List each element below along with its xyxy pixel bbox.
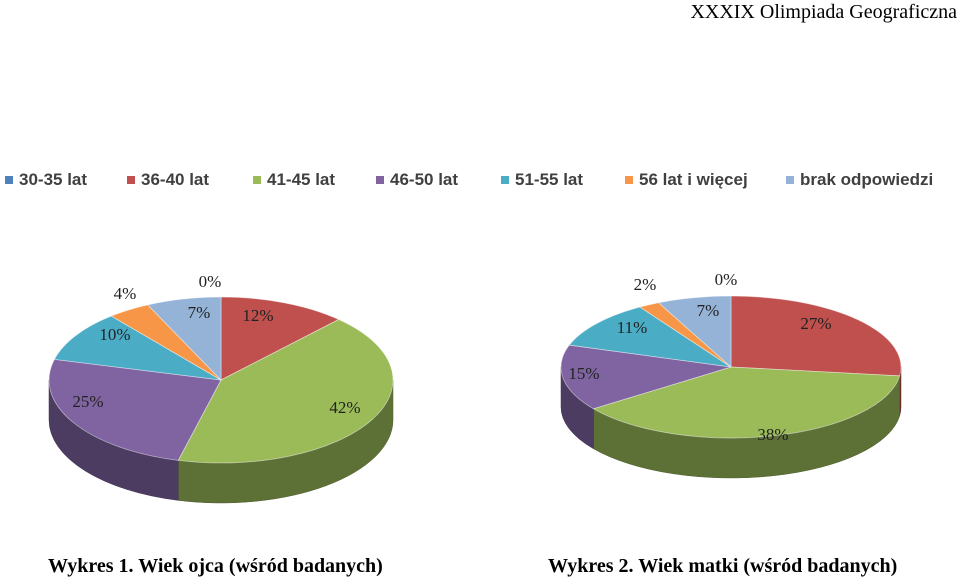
data-label-51-55-lat: 11% — [617, 318, 648, 337]
legend-label: 51-55 lat — [515, 170, 584, 189]
legend-label: 46-50 lat — [390, 170, 459, 189]
pie-slice-brak-odpowiedzi — [657, 295, 732, 368]
legend-swatch — [625, 176, 633, 184]
pie-slice-41-45-lat — [177, 319, 394, 464]
pie-chart-father-age: 0% 12% 42% 25% 10% 4% 7% — [48, 272, 394, 504]
pie-slice-36-40-lat — [220, 296, 340, 381]
legend-label: 36-40 lat — [141, 170, 210, 189]
pie-slice-46-50-lat — [48, 358, 222, 461]
chart-caption-mother: Wykres 2. Wiek matki (wśród badanych) — [548, 555, 898, 577]
legend-item-36-40: 36-40 lat — [127, 170, 209, 190]
legend-label: 56 lat i więcej — [639, 170, 748, 189]
legend-item-41-45: 41-45 lat — [253, 170, 335, 190]
legend-swatch — [786, 176, 794, 184]
chart-legend: 30-35 lat 36-40 lat 41-45 lat 46-50 lat … — [0, 170, 959, 200]
legend-item-51-55: 51-55 lat — [501, 170, 583, 190]
chart-caption-father: Wykres 1. Wiek ojca (wśród badanych) — [48, 555, 383, 577]
legend-item-46-50: 46-50 lat — [376, 170, 458, 190]
pie-slice-brak-odpowiedzi — [146, 296, 222, 381]
legend-item-30-35: 30-35 lat — [5, 170, 87, 190]
pie-slice-51-55-lat — [53, 315, 222, 381]
legend-swatch — [5, 176, 13, 184]
legend-swatch — [501, 176, 509, 184]
data-label-56-lat-i-więcej: 4% — [114, 284, 137, 303]
page-header-title: XXXIX Olimpiada Geograficzna — [690, 1, 957, 23]
legend-swatch — [253, 176, 261, 184]
data-label-46-50-lat: 25% — [72, 392, 103, 411]
data-label-36-40-lat: 12% — [242, 306, 273, 325]
pie-chart-mother-age: 0% 27% 38% 15% 11% 2% 7% — [560, 270, 902, 479]
legend-item-56-plus: 56 lat i więcej — [625, 170, 748, 190]
legend-label: 41-45 lat — [267, 170, 336, 189]
pie-slice-46-50-lat — [560, 344, 732, 410]
legend-label: brak odpowiedzi — [800, 170, 934, 189]
legend-label: 30-35 lat — [19, 170, 88, 189]
data-label-51-55-lat: 10% — [99, 325, 130, 344]
legend-swatch — [127, 176, 135, 184]
data-label-56-lat-i-więcej: 2% — [634, 275, 657, 294]
data-label-brak-odpowiedzi: 7% — [188, 303, 211, 322]
pie-slice-41-45-lat — [592, 366, 901, 439]
legend-swatch — [376, 176, 384, 184]
data-label-41-45-lat: 42% — [329, 398, 360, 417]
pie-slice-36-40-lat — [730, 295, 902, 377]
legend-item-no-answer: brak odpowiedzi — [786, 170, 933, 190]
data-label-46-50-lat: 15% — [568, 364, 599, 383]
data-label-41-45-lat: 38% — [757, 425, 788, 444]
data-label-brak-odpowiedzi: 7% — [697, 301, 720, 320]
data-label-30-35-lat: 0% — [715, 270, 738, 289]
pie-slice-51-55-lat — [568, 306, 732, 368]
data-label-30-35-lat: 0% — [199, 272, 222, 291]
data-label-36-40-lat: 27% — [800, 314, 831, 333]
